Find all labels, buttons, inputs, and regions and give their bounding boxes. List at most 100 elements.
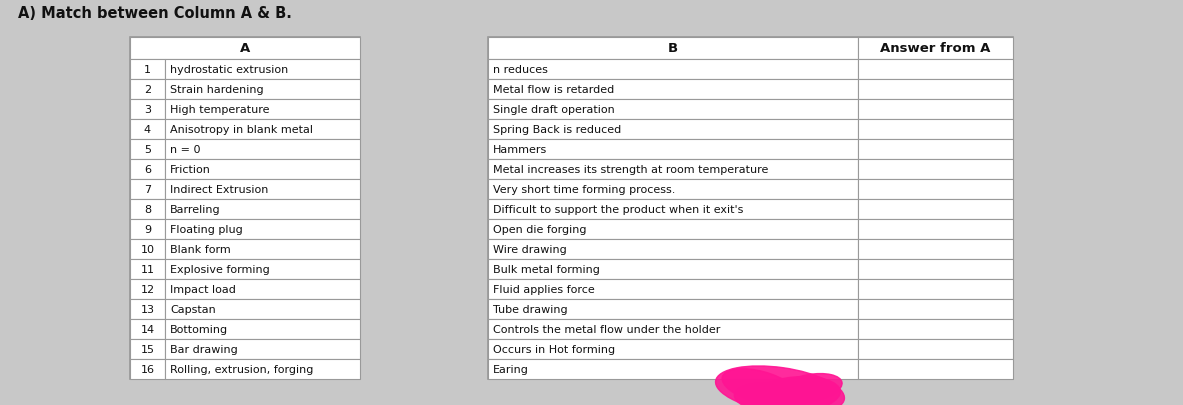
Text: 15: 15	[141, 344, 155, 354]
Text: A: A	[240, 43, 250, 55]
Bar	[130, 179, 164, 200]
Bar	[130, 80, 164, 100]
Bar	[489, 160, 858, 179]
Text: n reduces: n reduces	[493, 65, 548, 75]
Bar	[489, 359, 858, 379]
Text: Spring Back is reduced: Spring Back is reduced	[493, 125, 621, 135]
Text: 14: 14	[141, 324, 155, 334]
Bar	[489, 100, 858, 120]
Bar	[858, 160, 1013, 179]
Text: Friction: Friction	[170, 164, 211, 175]
Bar	[164, 100, 360, 120]
Bar	[164, 299, 360, 319]
Bar	[489, 38, 858, 60]
Bar	[489, 339, 858, 359]
Text: 2: 2	[144, 85, 151, 95]
Bar	[858, 299, 1013, 319]
Bar	[489, 319, 858, 339]
Text: B: B	[668, 43, 678, 55]
Bar	[858, 179, 1013, 200]
Text: 3: 3	[144, 105, 151, 115]
Text: 10: 10	[141, 244, 155, 254]
Bar	[489, 140, 858, 160]
Bar	[130, 60, 164, 80]
Bar	[130, 140, 164, 160]
Text: Capstan: Capstan	[170, 304, 215, 314]
Bar	[164, 259, 360, 279]
Bar	[130, 38, 360, 60]
Text: Floating plug: Floating plug	[170, 224, 243, 234]
Bar	[858, 359, 1013, 379]
Text: 6: 6	[144, 164, 151, 175]
Ellipse shape	[735, 383, 806, 405]
Bar	[130, 299, 164, 319]
Text: Bar drawing: Bar drawing	[170, 344, 238, 354]
Bar	[489, 60, 858, 80]
Bar	[130, 319, 164, 339]
Text: n = 0: n = 0	[170, 145, 200, 155]
Text: Answer from A: Answer from A	[880, 43, 990, 55]
Bar	[858, 319, 1013, 339]
Text: Occurs in Hot forming: Occurs in Hot forming	[493, 344, 615, 354]
Text: 5: 5	[144, 145, 151, 155]
Bar	[489, 279, 858, 299]
Bar	[130, 359, 164, 379]
Bar	[489, 179, 858, 200]
Text: Controls the metal flow under the holder: Controls the metal flow under the holder	[493, 324, 720, 334]
Bar	[164, 339, 360, 359]
Bar	[489, 80, 858, 100]
Bar	[489, 299, 858, 319]
Text: Earing: Earing	[493, 364, 529, 374]
Ellipse shape	[716, 366, 845, 405]
Text: 12: 12	[141, 284, 155, 294]
Text: Metal increases its strength at room temperature: Metal increases its strength at room tem…	[493, 164, 769, 175]
Text: Bulk metal forming: Bulk metal forming	[493, 264, 600, 274]
Bar	[489, 38, 1013, 379]
Text: Single draft operation: Single draft operation	[493, 105, 615, 115]
Bar	[164, 60, 360, 80]
Bar	[858, 80, 1013, 100]
Bar	[130, 38, 360, 379]
Text: Anisotropy in blank metal: Anisotropy in blank metal	[170, 125, 313, 135]
Text: 16: 16	[141, 364, 155, 374]
Text: Metal flow is retarded: Metal flow is retarded	[493, 85, 614, 95]
Bar	[164, 220, 360, 239]
Text: 1: 1	[144, 65, 151, 75]
Bar	[858, 220, 1013, 239]
Bar	[130, 120, 164, 140]
Bar	[858, 239, 1013, 259]
Text: Impact load: Impact load	[170, 284, 235, 294]
Text: Indirect Extrusion: Indirect Extrusion	[170, 185, 269, 194]
Text: 7: 7	[144, 185, 151, 194]
Bar	[164, 359, 360, 379]
Text: A) Match between Column A & B.: A) Match between Column A & B.	[18, 6, 292, 21]
Bar	[858, 100, 1013, 120]
Text: 11: 11	[141, 264, 155, 274]
Ellipse shape	[722, 369, 797, 405]
Bar	[164, 80, 360, 100]
Ellipse shape	[750, 377, 840, 405]
Text: Fluid applies force: Fluid applies force	[493, 284, 595, 294]
Bar	[858, 60, 1013, 80]
Ellipse shape	[778, 374, 842, 403]
Bar	[164, 160, 360, 179]
Bar	[489, 120, 858, 140]
Bar	[858, 38, 1013, 60]
Text: Blank form: Blank form	[170, 244, 231, 254]
Bar	[858, 140, 1013, 160]
Text: Hammers: Hammers	[493, 145, 548, 155]
Text: High temperature: High temperature	[170, 105, 270, 115]
Text: Wire drawing: Wire drawing	[493, 244, 567, 254]
Bar	[164, 319, 360, 339]
Text: Explosive forming: Explosive forming	[170, 264, 270, 274]
Bar	[858, 339, 1013, 359]
Bar	[130, 259, 164, 279]
Text: hydrostatic extrusion: hydrostatic extrusion	[170, 65, 289, 75]
Bar	[130, 220, 164, 239]
Text: Barreling: Barreling	[170, 205, 220, 215]
Text: Bottoming: Bottoming	[170, 324, 228, 334]
Bar	[130, 279, 164, 299]
Bar	[164, 120, 360, 140]
Bar	[489, 259, 858, 279]
Text: Difficult to support the product when it exit's: Difficult to support the product when it…	[493, 205, 743, 215]
